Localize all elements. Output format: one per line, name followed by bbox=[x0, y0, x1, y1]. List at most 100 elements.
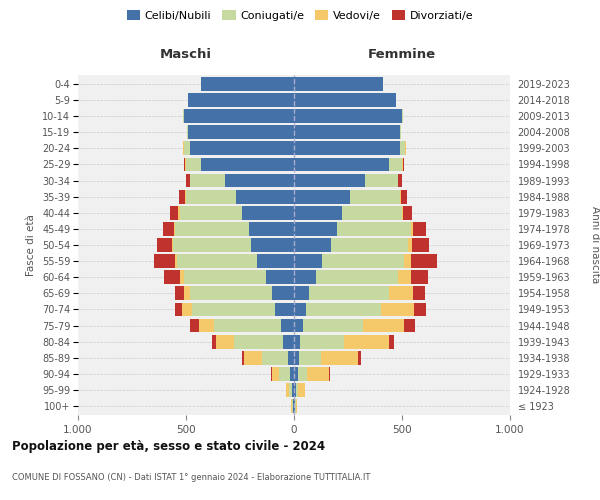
Bar bbox=[350, 190, 400, 203]
Bar bbox=[316, 270, 398, 284]
Text: Femmine: Femmine bbox=[368, 48, 436, 62]
Bar bbox=[183, 109, 184, 123]
Bar bbox=[410, 254, 437, 268]
Bar bbox=[175, 302, 182, 316]
Bar bbox=[294, 77, 383, 90]
Bar bbox=[358, 351, 361, 364]
Bar bbox=[296, 400, 297, 413]
Bar bbox=[188, 126, 294, 139]
Bar bbox=[193, 302, 275, 316]
Bar bbox=[214, 318, 281, 332]
Bar bbox=[307, 367, 329, 381]
Bar bbox=[178, 254, 257, 268]
Bar bbox=[199, 318, 214, 332]
Bar bbox=[286, 383, 289, 397]
Bar bbox=[187, 126, 188, 139]
Bar bbox=[154, 254, 175, 268]
Bar bbox=[175, 286, 184, 300]
Bar bbox=[294, 335, 301, 348]
Bar bbox=[179, 190, 185, 203]
Bar bbox=[294, 254, 322, 268]
Bar bbox=[187, 174, 190, 188]
Bar bbox=[163, 222, 174, 235]
Bar bbox=[174, 222, 175, 235]
Bar bbox=[400, 190, 401, 203]
Bar bbox=[175, 222, 248, 235]
Bar bbox=[404, 254, 410, 268]
Bar bbox=[184, 158, 185, 172]
Bar bbox=[248, 222, 294, 235]
Bar bbox=[190, 286, 272, 300]
Bar bbox=[212, 335, 216, 348]
Bar bbox=[188, 93, 294, 107]
Bar bbox=[410, 222, 413, 235]
Bar bbox=[272, 367, 279, 381]
Bar bbox=[242, 351, 244, 364]
Bar bbox=[389, 158, 402, 172]
Bar bbox=[363, 318, 404, 332]
Bar bbox=[402, 206, 403, 220]
Bar bbox=[309, 286, 389, 300]
Bar bbox=[337, 222, 410, 235]
Bar bbox=[403, 206, 412, 220]
Bar bbox=[398, 174, 401, 188]
Bar bbox=[294, 238, 331, 252]
Bar bbox=[402, 158, 403, 172]
Bar bbox=[157, 238, 172, 252]
Bar bbox=[410, 270, 428, 284]
Bar bbox=[283, 335, 294, 348]
Text: Popolazione per età, sesso e stato civile - 2024: Popolazione per età, sesso e stato civil… bbox=[12, 440, 325, 453]
Bar bbox=[251, 238, 294, 252]
Bar bbox=[298, 367, 307, 381]
Bar bbox=[341, 206, 402, 220]
Bar bbox=[294, 142, 400, 155]
Bar bbox=[262, 351, 287, 364]
Bar bbox=[294, 318, 302, 332]
Bar bbox=[186, 190, 236, 203]
Bar bbox=[179, 206, 242, 220]
Bar bbox=[404, 318, 415, 332]
Bar bbox=[184, 270, 266, 284]
Bar bbox=[294, 206, 341, 220]
Bar bbox=[296, 383, 298, 397]
Bar bbox=[302, 318, 363, 332]
Bar bbox=[294, 93, 395, 107]
Bar bbox=[400, 142, 405, 155]
Bar bbox=[281, 318, 294, 332]
Bar bbox=[294, 126, 400, 139]
Bar bbox=[257, 254, 294, 268]
Bar bbox=[201, 77, 294, 90]
Bar bbox=[382, 302, 414, 316]
Bar bbox=[184, 286, 190, 300]
Bar bbox=[409, 238, 412, 252]
Bar bbox=[294, 222, 337, 235]
Bar bbox=[164, 270, 179, 284]
Bar bbox=[295, 400, 296, 413]
Bar bbox=[271, 367, 272, 381]
Bar bbox=[175, 254, 178, 268]
Bar bbox=[294, 286, 309, 300]
Bar bbox=[292, 383, 294, 397]
Bar bbox=[294, 367, 298, 381]
Bar bbox=[294, 190, 350, 203]
Bar bbox=[401, 190, 407, 203]
Bar bbox=[331, 238, 409, 252]
Bar bbox=[190, 142, 294, 155]
Bar bbox=[266, 270, 294, 284]
Bar bbox=[321, 351, 358, 364]
Bar bbox=[413, 286, 425, 300]
Bar bbox=[292, 400, 293, 413]
Bar bbox=[403, 158, 404, 172]
Bar bbox=[182, 302, 193, 316]
Bar bbox=[294, 400, 295, 413]
Bar bbox=[322, 254, 404, 268]
Bar bbox=[294, 109, 402, 123]
Bar bbox=[173, 238, 251, 252]
Bar bbox=[294, 158, 389, 172]
Bar bbox=[293, 400, 294, 413]
Bar bbox=[190, 174, 225, 188]
Bar bbox=[389, 286, 413, 300]
Bar bbox=[365, 174, 398, 188]
Bar bbox=[301, 335, 344, 348]
Bar bbox=[389, 335, 394, 348]
